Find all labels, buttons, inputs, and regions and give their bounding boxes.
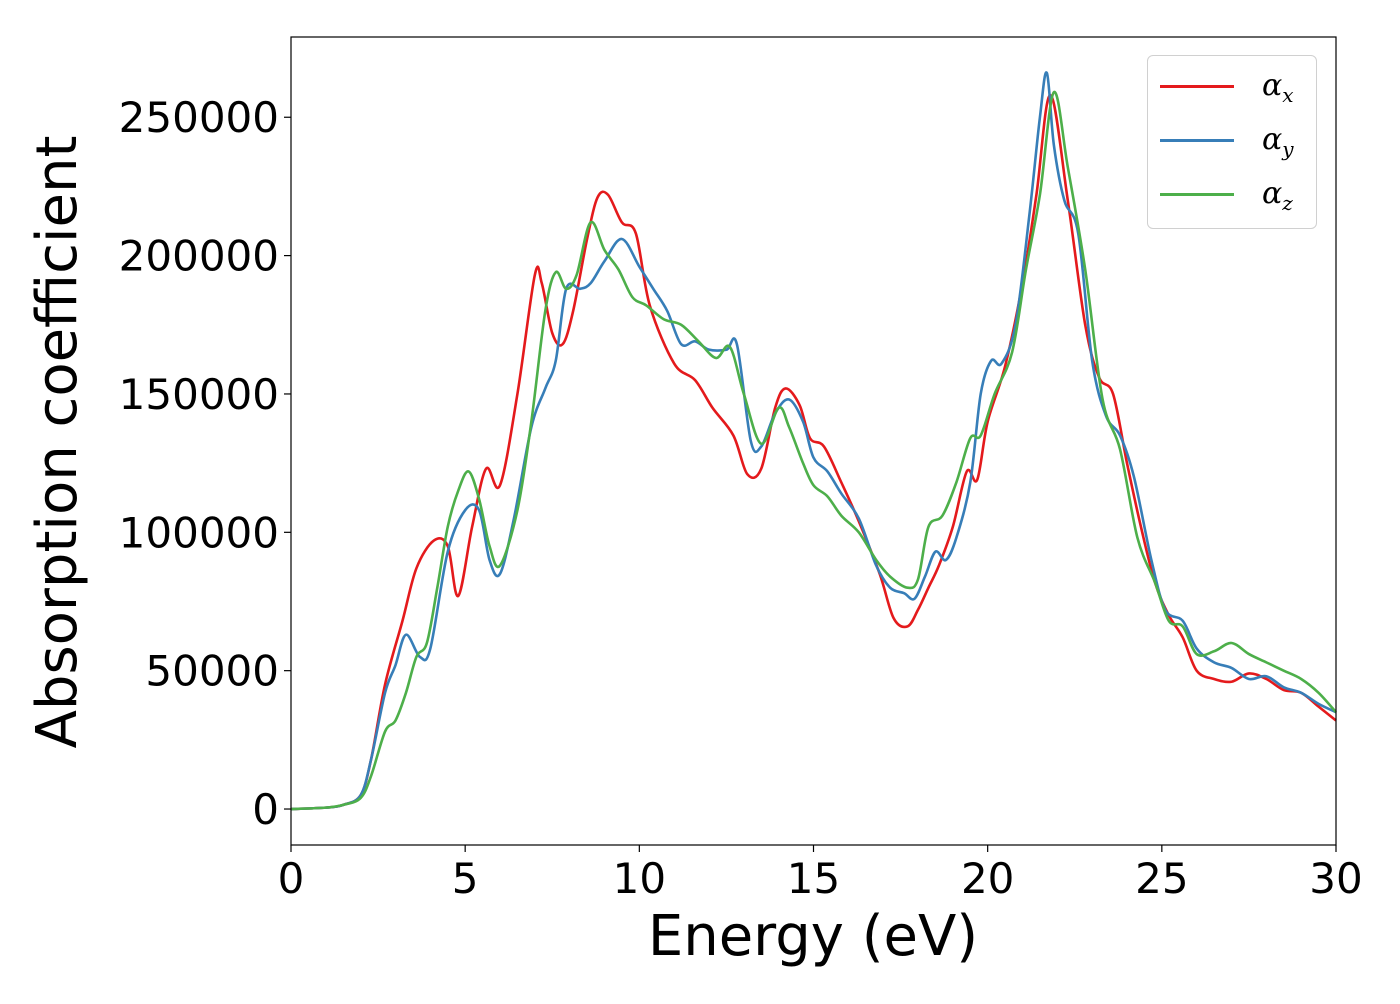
x-tick-label: 10 [613, 854, 666, 903]
legend-swatch-alpha-x [1160, 85, 1234, 88]
x-axis-label: Energy (eV) [648, 904, 978, 969]
series-line-alpha-z [290, 91, 1337, 811]
legend-item-alpha-y: αy [1160, 120, 1310, 161]
y-tick-label: 100000 [119, 508, 279, 557]
series-line-alpha-y [290, 71, 1337, 811]
y-axis-label: Absorption coefficient [25, 136, 90, 749]
legend-item-alpha-x: αx [1160, 66, 1310, 107]
legend-label-alpha-y: αy [1262, 122, 1294, 161]
x-tick-label: 0 [278, 854, 305, 903]
legend-swatch-alpha-z [1160, 193, 1234, 196]
x-tick-label: 15 [787, 854, 840, 903]
legend-swatch-alpha-y [1160, 139, 1234, 142]
series-line-alpha-x [290, 93, 1337, 811]
y-tick-label: 150000 [119, 370, 279, 419]
x-tick-label: 5 [452, 854, 479, 903]
x-tick-label: 20 [961, 854, 1014, 903]
x-axis: 0 5 10 15 20 25 30 [278, 845, 1363, 903]
y-axis: 0 50000 100000 150000 200000 250000 [119, 93, 291, 834]
x-tick-label: 25 [1135, 854, 1188, 903]
y-tick-label: 50000 [145, 647, 279, 696]
legend-label-alpha-x: αx [1262, 68, 1294, 107]
legend-item-alpha-z: αz [1160, 174, 1310, 215]
legend: αx αy αz [1147, 55, 1317, 229]
y-tick-label: 200000 [119, 232, 279, 281]
series-lines [290, 71, 1337, 811]
x-tick-label: 30 [1309, 854, 1362, 903]
legend-label-alpha-z: αz [1262, 176, 1293, 215]
y-tick-label: 250000 [119, 93, 279, 142]
y-tick-label: 0 [252, 785, 279, 834]
